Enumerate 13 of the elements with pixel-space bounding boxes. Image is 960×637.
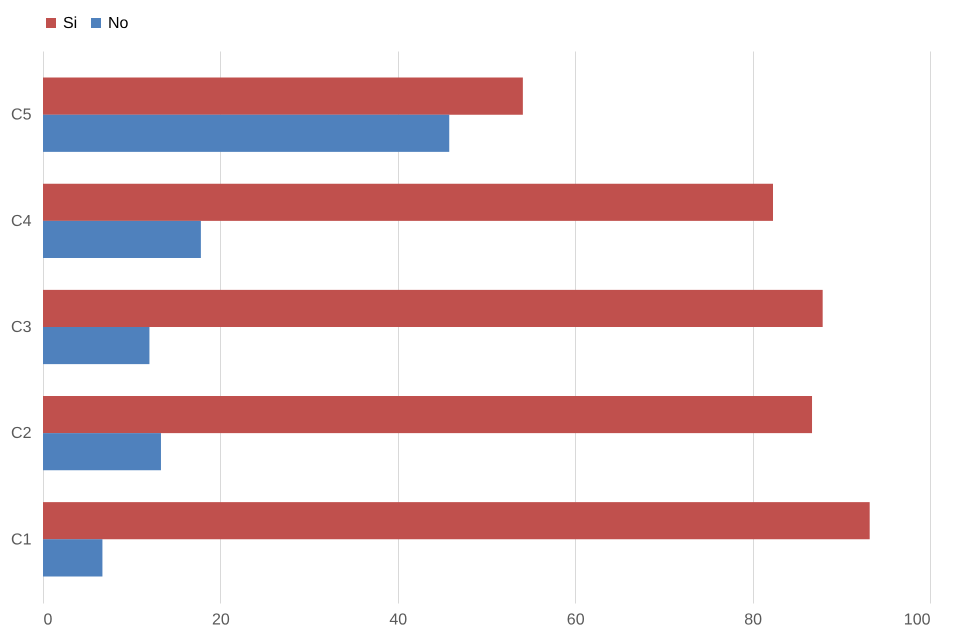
y-tick-label: C1 [11, 531, 32, 548]
y-tick-label: C2 [11, 425, 32, 442]
x-tick-label: 40 [389, 612, 408, 628]
legend-label: No [108, 15, 129, 32]
x-tick-label: 100 [904, 612, 931, 628]
legend-label: Si [63, 15, 78, 32]
x-tick-label: 20 [212, 612, 230, 628]
y-tick-label: C3 [11, 319, 32, 336]
x-tick-label: 0 [44, 612, 52, 628]
x-tick-label: 60 [566, 612, 585, 628]
y-tick-label: C4 [11, 212, 32, 230]
x-tick-label: 80 [744, 612, 762, 628]
y-tick-label: C5 [11, 106, 32, 124]
